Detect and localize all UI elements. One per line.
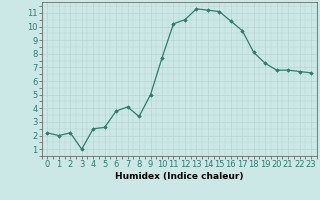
X-axis label: Humidex (Indice chaleur): Humidex (Indice chaleur)	[115, 172, 244, 181]
